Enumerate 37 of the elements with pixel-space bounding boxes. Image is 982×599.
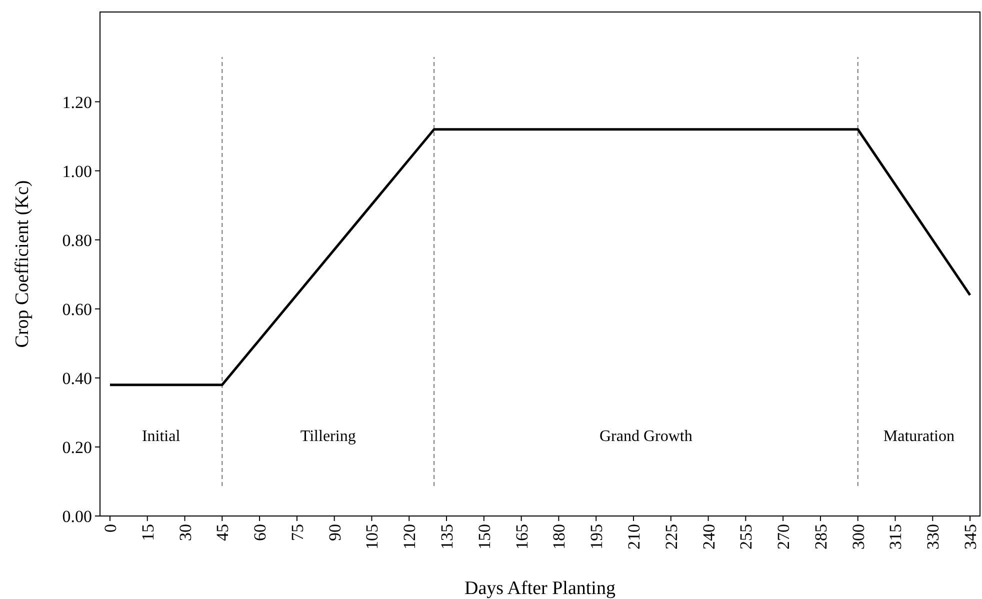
annotation: Grand Growth <box>600 428 692 445</box>
x-tick-label: 345 <box>961 524 980 550</box>
x-tick-label: 240 <box>699 524 718 550</box>
y-tick-label: 0.60 <box>62 300 92 319</box>
x-tick-label: 210 <box>624 524 644 550</box>
x-tick-label: 90 <box>325 524 344 541</box>
x-tick-label: 165 <box>512 524 532 550</box>
annotation: Tillering <box>300 428 356 445</box>
x-tick-label: 15 <box>138 524 158 541</box>
x-tick-label: 30 <box>176 524 195 541</box>
x-tick-label: 180 <box>550 524 569 550</box>
x-tick-label: 150 <box>474 524 494 550</box>
y-tick-label: 0.40 <box>62 368 92 388</box>
x-tick-label: 45 <box>213 524 232 541</box>
y-tick-label: 0.00 <box>62 507 92 526</box>
x-tick-label: 225 <box>662 524 681 550</box>
x-tick-label: 105 <box>362 524 382 550</box>
x-tick-label: 255 <box>736 524 756 550</box>
x-tick-label: 195 <box>587 524 606 550</box>
annotation: Maturation <box>883 428 954 445</box>
x-tick-label: 330 <box>924 524 943 550</box>
x-axis-title: Days After Planting <box>464 578 616 599</box>
x-tick-label: 120 <box>400 524 420 550</box>
annotation: Initial <box>142 428 181 445</box>
x-tick-label: 60 <box>250 524 270 541</box>
y-tick-label: 0.20 <box>62 438 92 457</box>
y-tick-label: 1.00 <box>62 162 92 181</box>
x-tick-label: 135 <box>438 524 457 550</box>
x-tick-label: 75 <box>288 524 307 541</box>
x-tick-label: 0 <box>100 524 120 532</box>
y-tick-label: 1.20 <box>62 92 92 112</box>
x-tick-label: 270 <box>774 524 794 550</box>
x-tick-label: 300 <box>848 524 868 550</box>
x-tick-label: 285 <box>811 524 830 550</box>
y-axis-title: Crop Coefficient (Kc) <box>12 180 33 348</box>
x-tick-label: 315 <box>886 524 906 550</box>
y-tick-label: 0.80 <box>62 230 92 250</box>
